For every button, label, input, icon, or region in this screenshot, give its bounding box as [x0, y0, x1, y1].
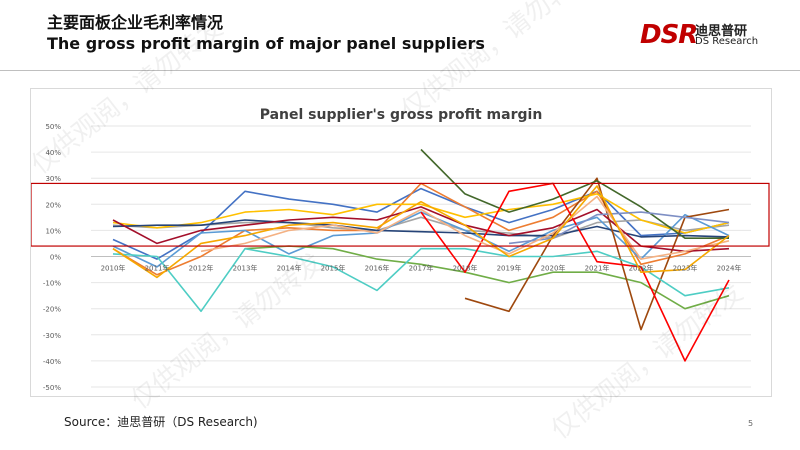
series-line-12 — [420, 182, 730, 362]
logo-mark: DSR — [640, 20, 698, 50]
x-tick-label: 2021年 — [585, 264, 610, 273]
y-axis-ticks: 50% 40% 30% 20% 10% 0% -10% -20% -30% -40% -50% — [43, 123, 61, 392]
x-tick-label: 2016年 — [365, 264, 390, 273]
highlight-range-box — [30, 182, 770, 247]
x-tick-label: 2019年 — [497, 264, 522, 273]
logo-name-english: DS Research — [695, 36, 759, 47]
y-tick-label: -50% — [43, 384, 61, 392]
title-english: The gross profit margin of major panel s… — [47, 34, 485, 53]
y-tick-label: -30% — [43, 332, 61, 340]
y-tick-label: 0% — [50, 254, 61, 262]
x-tick-label: 2011年 — [145, 264, 170, 273]
source-note: Source：迪思普研（DS Research) — [64, 415, 258, 429]
series-line-3 — [112, 216, 730, 239]
x-tick-label: 2017年 — [409, 264, 434, 273]
x-axis-ticks: 2010年 2011年 2012年 2013年 2014年 2015年 2016年 2017年… — [101, 264, 742, 273]
y-tick-label: 20% — [45, 201, 61, 209]
x-tick-label: 2013年 — [233, 264, 258, 273]
x-tick-label: 2012年 — [189, 264, 214, 273]
y-tick-label: -10% — [43, 280, 61, 288]
series-line-9 — [420, 148, 729, 239]
x-tick-label: 2023年 — [673, 264, 698, 273]
series-line-6 — [244, 245, 730, 310]
slide-title: 主要面板企业毛利率情况 The gross profit margin of m… — [47, 12, 485, 54]
series-line-10 — [112, 247, 730, 313]
gross-margin-line-chart: Panel supplier's gross profit margin 50%… — [30, 107, 770, 392]
chart-frame: Panel supplier's gross profit margin 50%… — [30, 88, 772, 397]
page-number: 5 — [748, 419, 754, 428]
title-chinese: 主要面板企业毛利率情况 — [47, 13, 224, 32]
x-tick-label: 2022年 — [629, 264, 654, 273]
logo-name-chinese: 迪思普研 — [695, 24, 748, 39]
x-tick-label: 2018年 — [453, 264, 478, 273]
y-tick-label: -20% — [43, 306, 61, 314]
y-tick-label: -40% — [43, 358, 61, 366]
y-tick-label: 50% — [45, 123, 61, 131]
x-tick-label: 2015年 — [321, 264, 346, 273]
x-tick-label: 2010年 — [101, 264, 126, 273]
chart-title: Panel supplier's gross profit margin — [260, 107, 543, 123]
series-line-13 — [508, 211, 730, 245]
series-line-15 — [112, 185, 730, 279]
series-line-4 — [112, 193, 730, 234]
x-tick-label: 2014年 — [277, 264, 302, 273]
series-line-11 — [112, 206, 730, 253]
header-divider — [0, 70, 800, 71]
y-tick-label: 30% — [45, 175, 61, 183]
x-tick-label: 2024年 — [717, 264, 742, 273]
y-tick-label: 40% — [45, 149, 61, 157]
x-tick-label: 2020年 — [541, 264, 566, 273]
series-lines — [112, 148, 730, 362]
y-tick-label: 10% — [45, 227, 61, 235]
series-line-14 — [200, 195, 730, 260]
